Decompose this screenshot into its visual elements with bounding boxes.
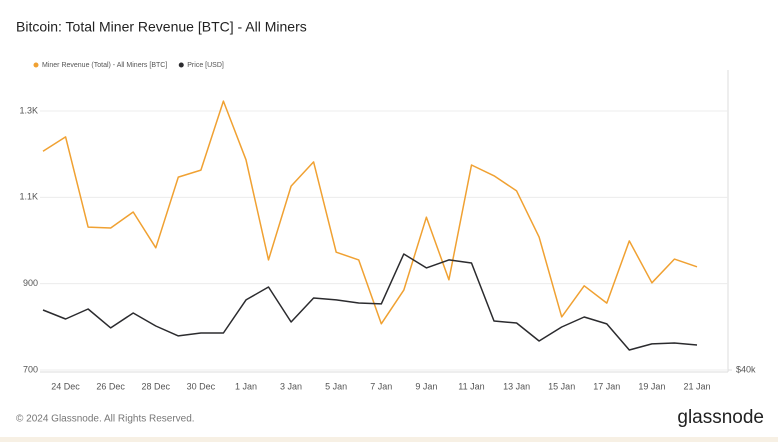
x-tick-label: 7 Jan [370,381,392,391]
x-tick-label: 11 Jan [458,381,484,391]
x-tick-label: 17 Jan [593,381,620,391]
chart-title: Bitcoin: Total Miner Revenue [BTC] - All… [16,19,307,35]
legend-swatch [33,62,39,68]
y-tick-label: 1.1K [19,192,38,202]
x-tick-label: 3 Jan [280,381,302,391]
x-tick-label: 1 Jan [235,381,257,391]
x-tick-label: 19 Jan [638,381,665,391]
legend-swatch [178,62,184,68]
series-line [42,253,698,351]
y-tick-label: 1.3K [19,105,38,115]
x-tick-label: 30 Dec [187,381,216,391]
x-tick-label: 13 Jan [503,381,530,391]
y-tick-label: 700 [23,364,38,374]
brand-logo: glassnode [677,407,764,428]
x-tick-label: 15 Jan [548,381,575,391]
y2-tick-label: $40k [736,364,756,374]
x-tick-label: 24 Dec [51,381,80,391]
x-tick-label: 21 Jan [683,381,710,391]
footer: © 2024 Glassnode. All Rights Reserved. [16,414,195,425]
x-tick-label: 5 Jan [325,381,347,391]
x-tick-label: 9 Jan [415,381,437,391]
legend-label: Price [USD] [187,62,224,69]
legend-label: Miner Revenue (Total) - All Miners [BTC] [42,62,167,69]
series-line [42,100,698,325]
x-tick-label: 28 Dec [141,381,170,391]
y-tick-label: 900 [23,278,38,288]
bottom-strip [0,437,778,442]
x-tick-label: 26 Dec [96,381,125,391]
